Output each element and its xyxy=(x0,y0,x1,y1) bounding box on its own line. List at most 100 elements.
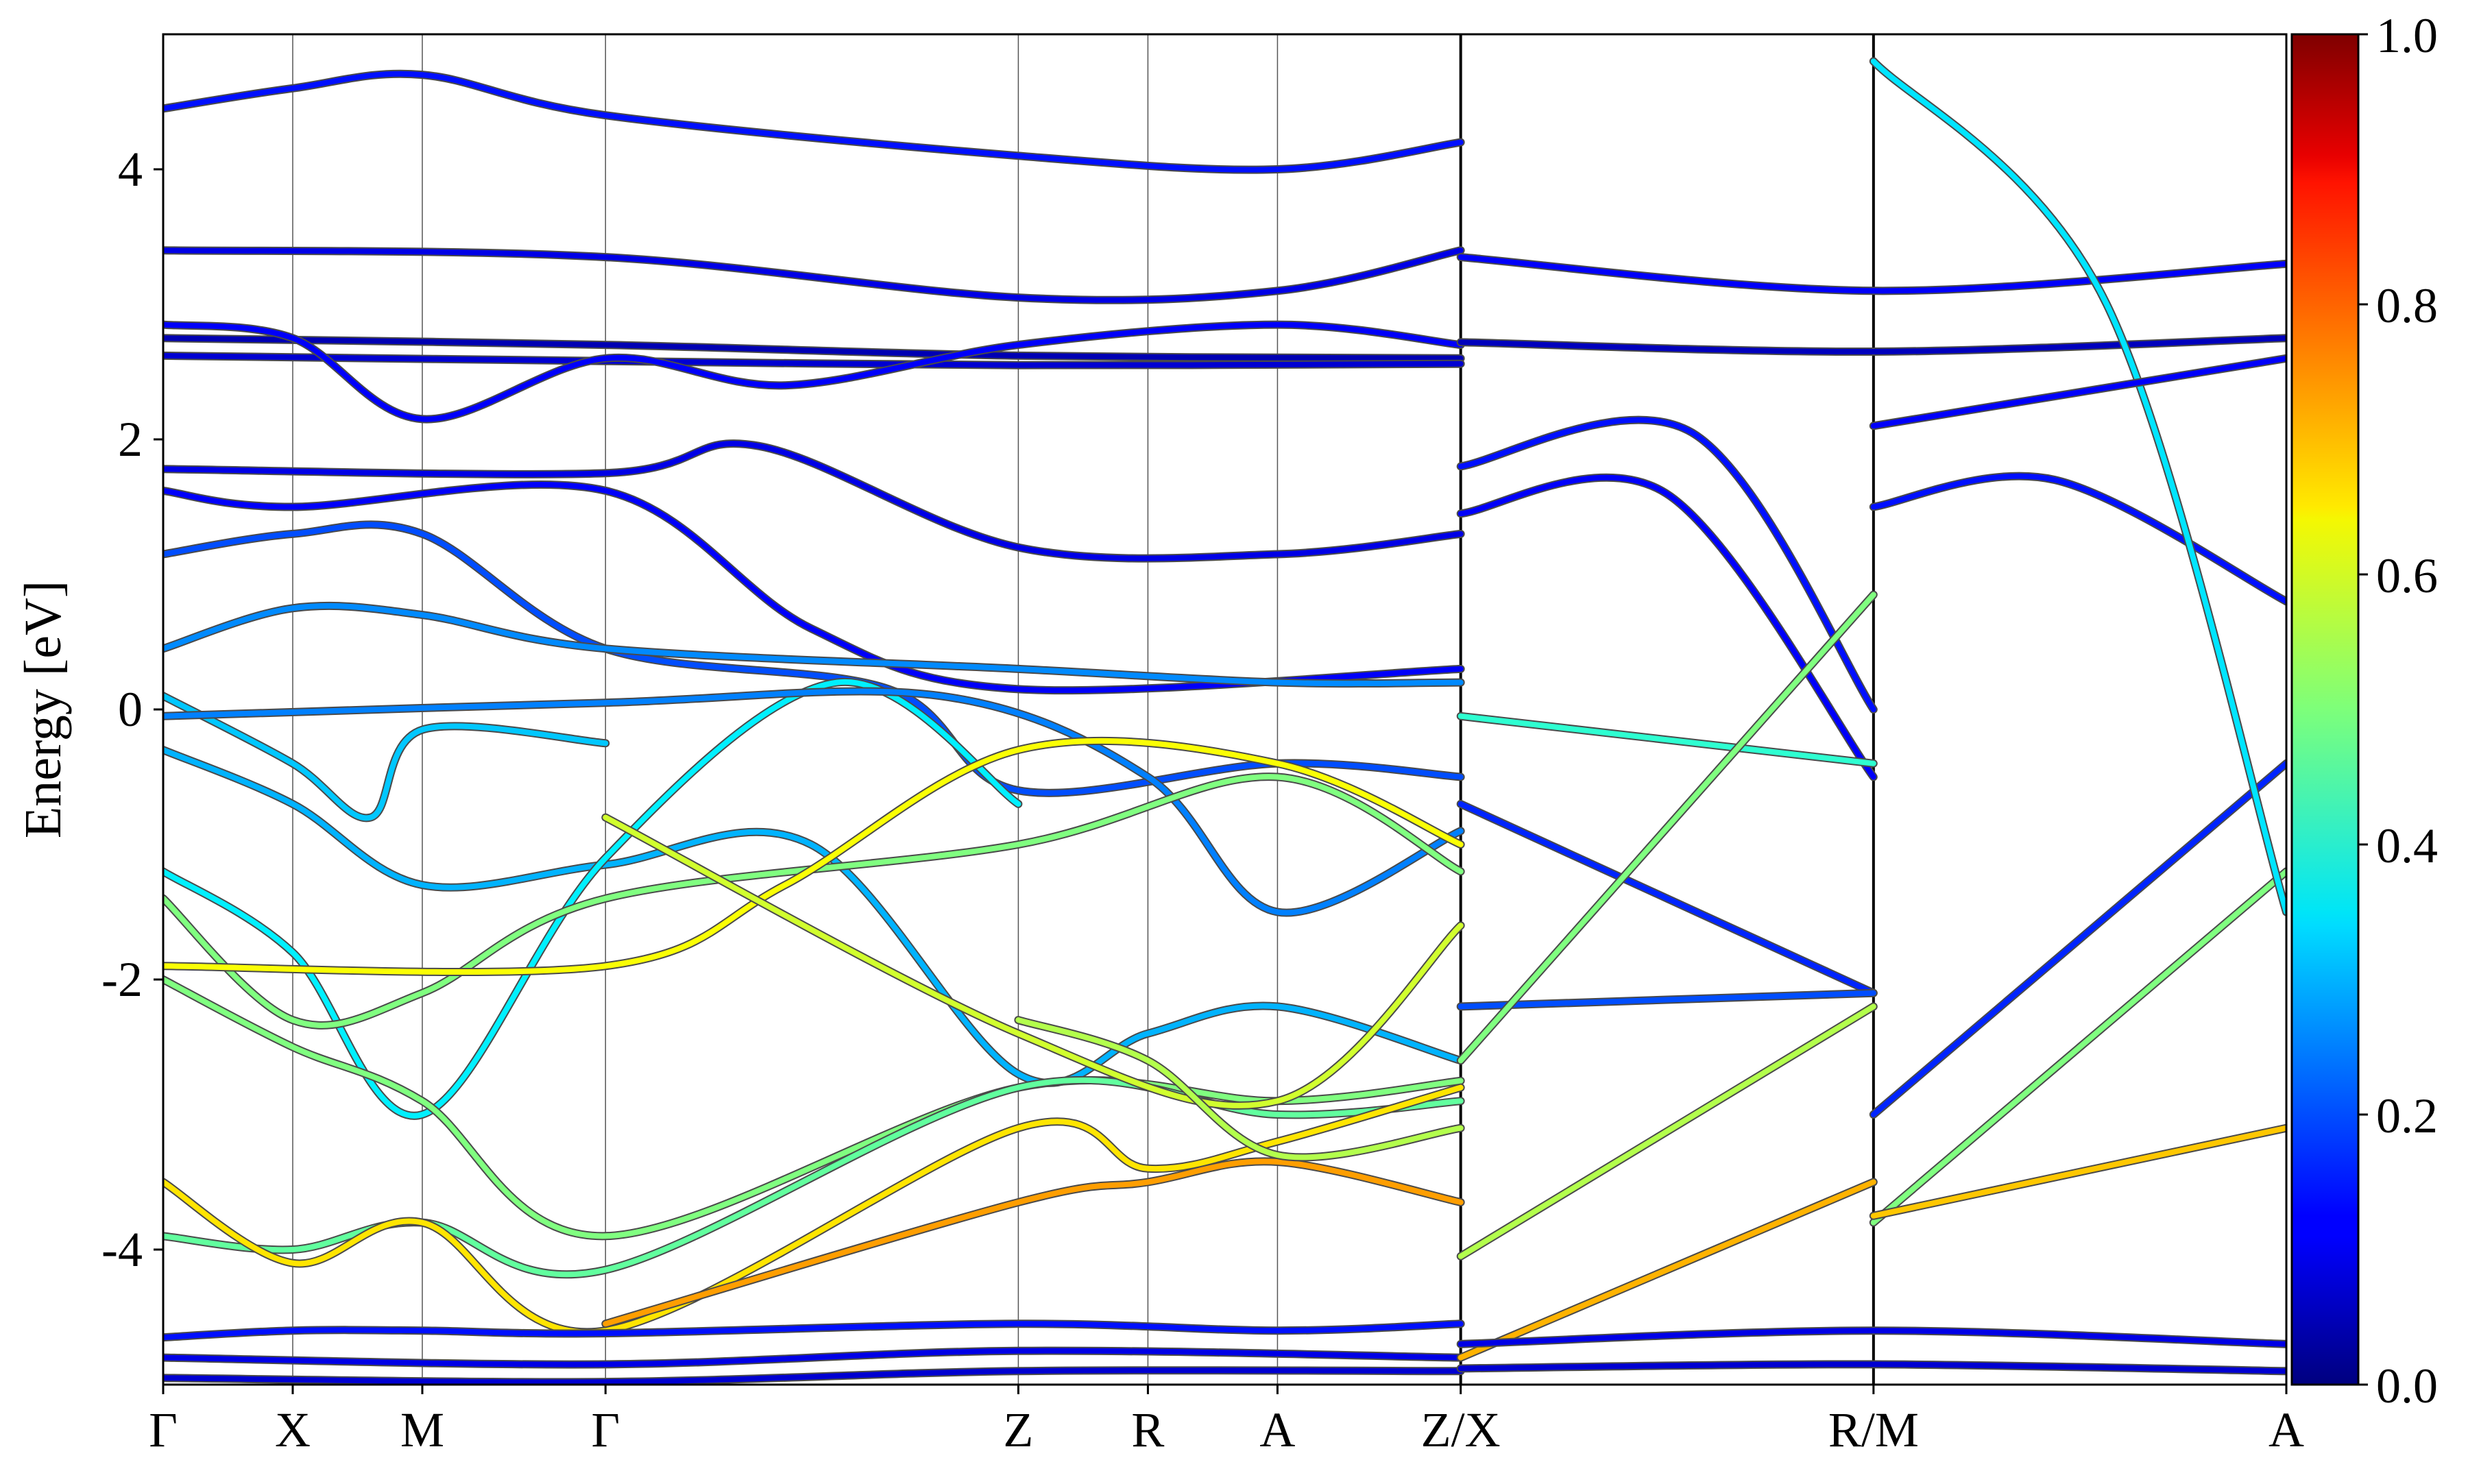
colorbar-tick-label-5: 1.0 xyxy=(2376,8,2438,63)
x-tick-label-9: A xyxy=(2269,1402,2304,1457)
band-line-25 xyxy=(1457,254,2286,294)
band-line-39 xyxy=(1870,1125,2286,1219)
colorbar-tick-label-0: 0.0 xyxy=(2376,1359,2438,1413)
band-38 xyxy=(1869,867,2286,1227)
band-line-15 xyxy=(163,1077,1464,1278)
band-lines xyxy=(163,57,2286,1385)
band-11 xyxy=(163,677,1023,1120)
band-line-30 xyxy=(1457,713,1876,766)
colorbar-tick-label-2: 0.4 xyxy=(2376,818,2438,873)
colorbar-tick-label-3: 0.6 xyxy=(2376,548,2438,603)
band-line-19 xyxy=(603,814,1464,1108)
band-41 xyxy=(1869,354,2286,430)
band-line-32 xyxy=(1457,592,1876,1064)
band-line-11 xyxy=(163,679,1021,1119)
x-tick-label-0: Γ xyxy=(149,1402,178,1457)
band-line-3 xyxy=(163,247,1464,303)
band-22 xyxy=(163,1346,1465,1369)
band-line-38 xyxy=(1870,868,2286,1226)
band-36 xyxy=(1869,472,2286,606)
band-line-0 xyxy=(163,335,1464,361)
colorbar-gradient xyxy=(2292,34,2358,1385)
band-line-24 xyxy=(1457,335,2286,355)
colorbar-tick-label-1: 0.2 xyxy=(2376,1088,2438,1143)
band-outline-18 xyxy=(601,1157,1465,1328)
plot-axes: 4 2 0 -2 -4 Γ X M Γ Z R A Z/X R/M A Energy [eV] xyxy=(14,33,2304,1457)
band-outline-27 xyxy=(1456,473,1878,781)
y-tick-label-2: 0 xyxy=(118,682,143,737)
band-29 xyxy=(1456,988,1878,1011)
band-line-10 xyxy=(163,747,1464,1086)
y-tick-label-0: 4 xyxy=(118,142,143,197)
band-32 xyxy=(1456,590,1878,1065)
colorbar-frame xyxy=(2290,33,2360,1386)
band-7 xyxy=(163,520,1465,797)
x-tick-label-8: R/M xyxy=(1828,1402,1919,1457)
band-21 xyxy=(163,1319,1465,1342)
band-line-4 xyxy=(163,71,1464,173)
band-line-37 xyxy=(1870,760,2286,1117)
band-9 xyxy=(163,692,610,823)
band-line-40 xyxy=(1870,58,2286,915)
colorbar-tick-label-4: 0.8 xyxy=(2376,278,2438,333)
band-line-31 xyxy=(1457,1003,1876,1259)
band-27 xyxy=(1456,473,1878,781)
band-line-8 xyxy=(163,603,1464,687)
band-34 xyxy=(1456,1326,2286,1348)
band-17 xyxy=(163,1083,1465,1337)
band-line-13 xyxy=(163,774,1464,1028)
band-line-36 xyxy=(1870,473,2286,605)
band-line-34 xyxy=(1457,1328,2286,1347)
x-tick-label-4: Z xyxy=(1003,1402,1033,1457)
band-24 xyxy=(1456,334,2286,356)
band-line-29 xyxy=(1457,990,1876,1010)
band-line-16 xyxy=(163,738,1464,975)
band-line-12 xyxy=(163,688,1464,916)
band-line-41 xyxy=(1870,355,2286,429)
band-line-21 xyxy=(163,1321,1464,1341)
band-line-2 xyxy=(163,321,1464,422)
colorbar: 0.0 0.2 0.4 0.6 0.8 1.0 xyxy=(2290,8,2438,1413)
band-13 xyxy=(163,773,1465,1030)
band-5 xyxy=(163,439,1465,563)
band-2 xyxy=(163,320,1465,424)
x-tick-label-3: Γ xyxy=(591,1402,620,1457)
band-30 xyxy=(1456,711,1878,768)
x-tick-label-7: Z/X xyxy=(1421,1402,1501,1457)
band-1 xyxy=(163,351,1465,369)
band-12 xyxy=(163,687,1465,917)
y-tick-label-4: -4 xyxy=(101,1222,143,1277)
band-39 xyxy=(1869,1123,2286,1220)
band-line-7 xyxy=(163,522,1464,796)
band-outline-36 xyxy=(1869,472,2286,606)
band-outline-4 xyxy=(163,69,1465,174)
band-outline-12 xyxy=(163,687,1465,917)
x-tick-label-1: X xyxy=(275,1402,311,1457)
band-line-18 xyxy=(603,1158,1464,1327)
band-35 xyxy=(1456,1360,2286,1376)
x-tick-label-6: A xyxy=(1259,1402,1295,1457)
band-line-5 xyxy=(163,441,1464,561)
band-4 xyxy=(163,69,1465,174)
band-19 xyxy=(601,813,1465,1110)
band-3 xyxy=(163,246,1465,304)
band-line-6 xyxy=(163,481,1464,694)
band-outline-19 xyxy=(601,813,1465,1110)
x-tick-label-5: R xyxy=(1131,1402,1164,1457)
band-25 xyxy=(1456,253,2286,295)
band-line-23 xyxy=(163,1367,1464,1385)
band-outline-17 xyxy=(163,1083,1465,1337)
band-line-9 xyxy=(163,693,609,821)
band-line-1 xyxy=(163,352,1464,368)
band-18 xyxy=(601,1157,1465,1328)
band-line-28 xyxy=(1457,801,1876,996)
band-line-17 xyxy=(163,1084,1464,1335)
y-tick-label-1: 2 xyxy=(118,412,143,467)
band-23 xyxy=(163,1366,1465,1385)
band-15 xyxy=(163,1075,1465,1279)
band-line-27 xyxy=(1457,474,1876,780)
band-20 xyxy=(1014,1016,1465,1162)
band-10 xyxy=(163,746,1465,1087)
